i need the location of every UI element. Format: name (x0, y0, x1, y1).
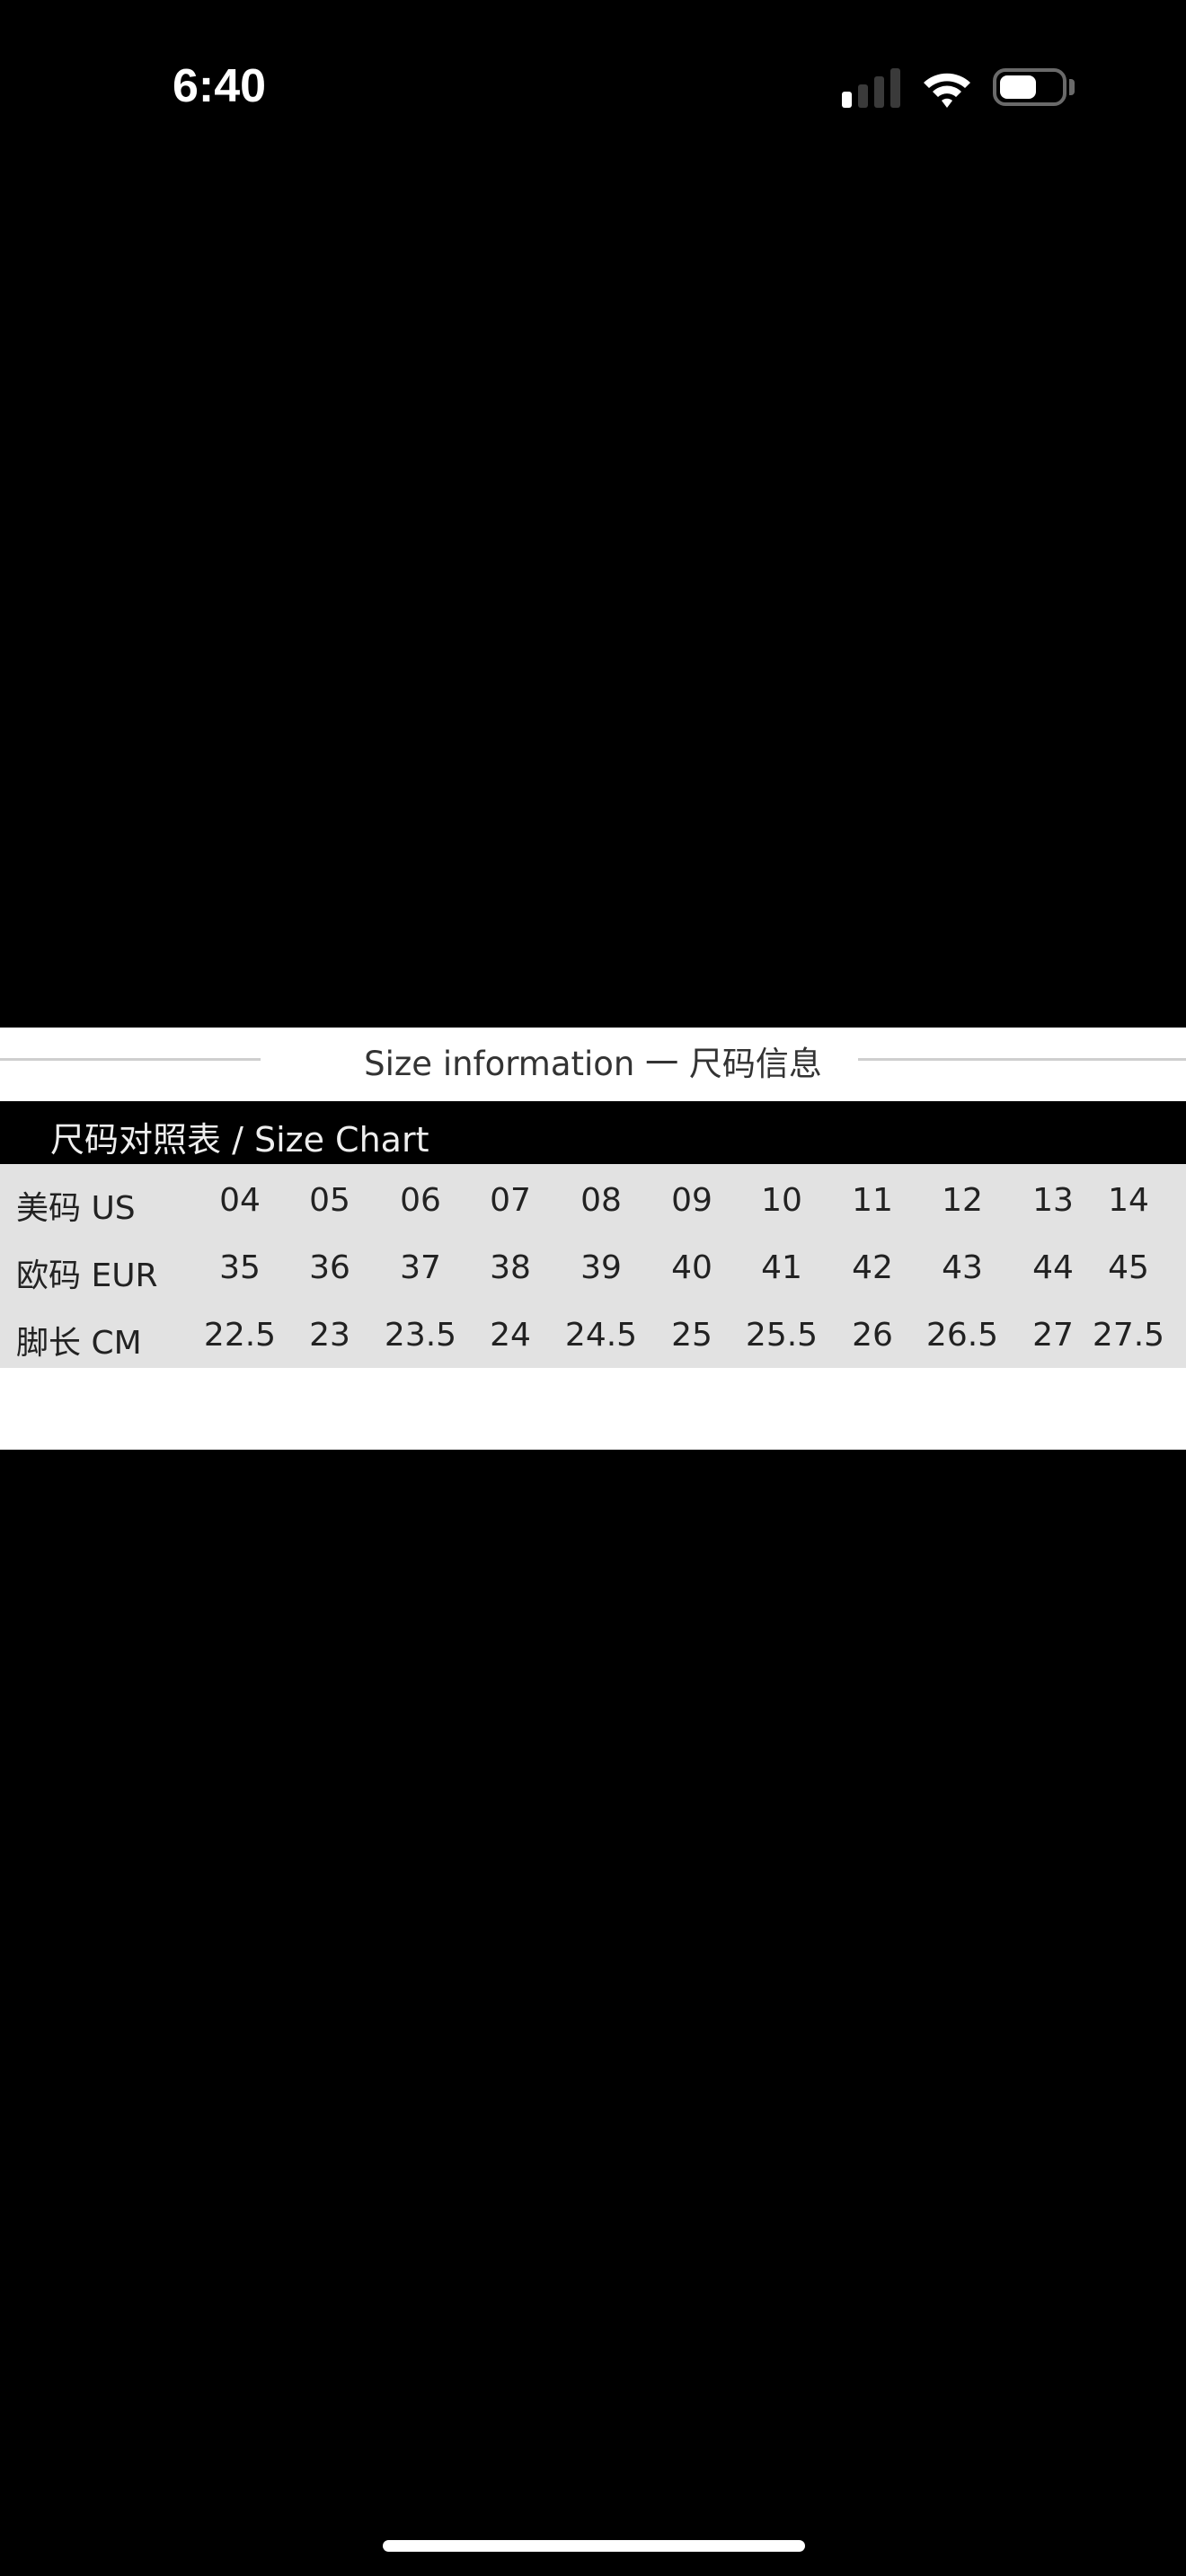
battery-icon (993, 68, 1067, 106)
size-cell: 04 (219, 1182, 261, 1219)
size-cell: 08 (580, 1182, 622, 1219)
home-indicator[interactable] (383, 2540, 805, 2552)
size-cell: 12 (942, 1182, 983, 1219)
size-cell: 40 (671, 1249, 712, 1286)
size-chart-title: 尺码对照表 / Size Chart (50, 1120, 429, 1160)
size-info-image: Size information 一 尺码信息 尺码对照表 / Size Cha… (0, 1028, 1186, 1450)
wifi-icon (924, 73, 970, 108)
size-cell: 11 (852, 1182, 893, 1219)
size-cell: 23.5 (384, 1317, 457, 1354)
row-label: 美码 US (16, 1190, 136, 1227)
size-cell: 22.5 (203, 1317, 277, 1354)
size-cell: 26 (852, 1317, 893, 1354)
divider (0, 1058, 261, 1061)
size-cell: 27.5 (1092, 1317, 1165, 1354)
size-cell: 44 (1032, 1249, 1074, 1286)
size-cell: 41 (761, 1249, 802, 1286)
size-cell: 42 (852, 1249, 893, 1286)
size-cell: 25.5 (745, 1317, 819, 1354)
row-label: 欧码 EUR (16, 1257, 158, 1294)
size-cell: 23 (309, 1317, 350, 1354)
size-cell: 05 (309, 1182, 350, 1219)
size-cell: 38 (490, 1249, 531, 1286)
battery-tip (1069, 79, 1075, 95)
size-cell: 14 (1108, 1182, 1149, 1219)
size-cell: 43 (942, 1249, 983, 1286)
size-table: 美码 US 04 05 06 07 08 09 10 11 12 13 14 欧码 EUR 35 36 37 3… (0, 1164, 1186, 1368)
size-cell: 09 (671, 1182, 712, 1219)
size-cell: 13 (1032, 1182, 1074, 1219)
size-cell: 24.5 (564, 1317, 638, 1354)
size-cell: 10 (761, 1182, 802, 1219)
size-cell: 37 (400, 1249, 441, 1286)
size-cell: 27 (1032, 1317, 1074, 1354)
size-info-title: Size information 一 尺码信息 (364, 1045, 822, 1083)
size-cell: 24 (490, 1317, 531, 1354)
size-cell: 45 (1108, 1249, 1149, 1286)
size-cell: 39 (580, 1249, 622, 1286)
size-cell: 07 (490, 1182, 531, 1219)
size-cell: 36 (309, 1249, 350, 1286)
cellular-signal-icon (842, 68, 901, 108)
status-time: 6:40 (173, 60, 267, 112)
size-cell: 06 (400, 1182, 441, 1219)
size-cell: 35 (219, 1249, 261, 1286)
divider (858, 1058, 1186, 1061)
size-cell: 25 (671, 1317, 712, 1354)
size-cell: 26.5 (925, 1317, 999, 1354)
row-label: 脚长 CM (16, 1325, 142, 1362)
size-chart-header: 尺码对照表 / Size Chart (0, 1101, 1186, 1164)
